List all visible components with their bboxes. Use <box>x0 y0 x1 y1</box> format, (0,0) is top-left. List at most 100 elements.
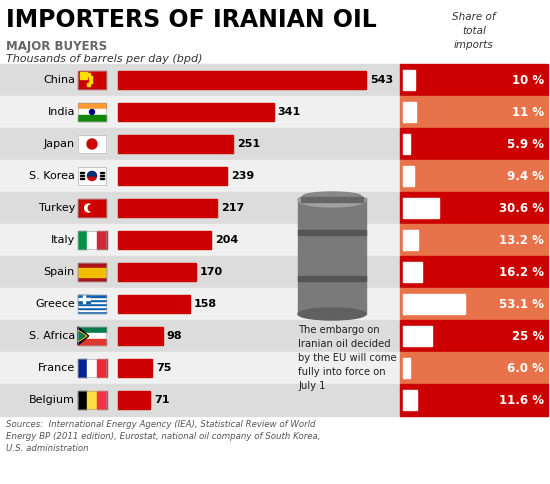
Ellipse shape <box>298 308 366 320</box>
Text: France: France <box>38 363 75 373</box>
Bar <box>78 301 106 303</box>
Bar <box>80 172 84 173</box>
Ellipse shape <box>303 192 361 200</box>
Text: 170: 170 <box>200 267 223 277</box>
Text: 543: 543 <box>370 75 393 85</box>
Text: S. Africa: S. Africa <box>29 331 75 341</box>
Bar <box>78 199 106 217</box>
Bar <box>118 71 366 89</box>
Bar <box>400 192 548 224</box>
Bar <box>118 327 163 345</box>
Bar <box>97 231 107 249</box>
Bar <box>0 128 400 160</box>
Bar <box>403 102 416 122</box>
Bar <box>78 359 106 377</box>
Bar <box>78 359 87 377</box>
Bar <box>400 256 548 288</box>
Bar <box>78 303 106 305</box>
Bar <box>78 299 106 301</box>
Wedge shape <box>87 171 96 176</box>
Bar <box>78 327 106 345</box>
Text: IMPORTERS OF IRANIAN OIL: IMPORTERS OF IRANIAN OIL <box>6 8 377 32</box>
Circle shape <box>90 109 95 115</box>
Bar <box>78 231 106 249</box>
Polygon shape <box>78 332 85 341</box>
Bar <box>78 103 106 109</box>
Bar <box>118 103 274 121</box>
Text: MAJOR BUYERS: MAJOR BUYERS <box>6 40 107 53</box>
Bar <box>87 83 90 86</box>
Bar <box>78 327 106 333</box>
Bar <box>100 178 104 179</box>
Text: Greece: Greece <box>35 299 75 309</box>
Bar <box>87 391 97 409</box>
Bar <box>0 320 400 352</box>
Bar <box>400 128 548 160</box>
Text: 11 %: 11 % <box>512 106 544 119</box>
Circle shape <box>87 171 96 181</box>
Bar <box>0 384 400 416</box>
Text: 11.6 %: 11.6 % <box>499 393 544 407</box>
Bar <box>83 295 85 303</box>
Bar <box>298 276 366 281</box>
Bar <box>97 359 107 377</box>
Bar <box>0 224 400 256</box>
Bar <box>100 175 104 176</box>
Text: 13.2 %: 13.2 % <box>499 233 544 246</box>
Bar <box>118 167 227 185</box>
Bar <box>400 224 548 256</box>
Circle shape <box>88 205 95 211</box>
Ellipse shape <box>298 193 366 207</box>
Text: Share of
total
imports: Share of total imports <box>452 12 496 50</box>
Bar <box>403 390 416 410</box>
Bar <box>97 391 107 409</box>
Bar <box>78 391 87 409</box>
Bar <box>118 135 233 153</box>
Bar <box>78 333 106 339</box>
Bar <box>80 175 84 176</box>
Text: Turkey: Turkey <box>39 203 75 213</box>
Bar <box>78 307 106 309</box>
Bar <box>78 298 90 300</box>
Bar <box>78 295 90 303</box>
Text: 239: 239 <box>231 171 255 181</box>
Bar <box>118 231 211 249</box>
Text: 98: 98 <box>167 331 183 341</box>
Text: 251: 251 <box>236 139 260 149</box>
Text: Thousands of barrels per day (bpd): Thousands of barrels per day (bpd) <box>6 54 202 64</box>
Text: 30.6 %: 30.6 % <box>499 201 544 214</box>
Text: 5.9 %: 5.9 % <box>507 137 544 151</box>
Bar <box>403 166 414 186</box>
Bar <box>0 192 400 224</box>
Bar <box>403 358 410 378</box>
Text: 217: 217 <box>221 203 244 213</box>
Bar <box>78 231 87 249</box>
Text: 9.4 %: 9.4 % <box>507 169 544 182</box>
Bar <box>78 263 106 281</box>
Bar <box>78 71 106 89</box>
Circle shape <box>85 204 92 212</box>
Bar <box>78 297 106 299</box>
Bar <box>78 295 106 313</box>
Bar <box>400 160 548 192</box>
Text: 341: 341 <box>278 107 301 117</box>
Text: 25 %: 25 % <box>512 330 544 343</box>
Text: 53.1 %: 53.1 % <box>499 298 544 311</box>
Bar <box>301 197 363 202</box>
Bar <box>87 359 97 377</box>
Text: Sources:  International Energy Agency (IEA), Statistical Review of World
Energy : Sources: International Energy Agency (IE… <box>6 420 321 453</box>
Text: S. Korea: S. Korea <box>29 171 75 181</box>
Bar <box>403 134 410 154</box>
Bar <box>78 115 106 121</box>
Text: 6.0 %: 6.0 % <box>507 362 544 375</box>
Bar <box>78 305 106 307</box>
Bar <box>403 70 415 90</box>
Text: The embargo on
Iranian oil decided
by the EU will come
fully into force on
July : The embargo on Iranian oil decided by th… <box>298 325 397 391</box>
Bar <box>78 135 106 153</box>
Bar <box>0 64 400 96</box>
Bar <box>400 288 548 320</box>
Text: India: India <box>47 107 75 117</box>
Bar <box>89 80 92 83</box>
Bar <box>118 359 152 377</box>
Bar <box>0 256 400 288</box>
